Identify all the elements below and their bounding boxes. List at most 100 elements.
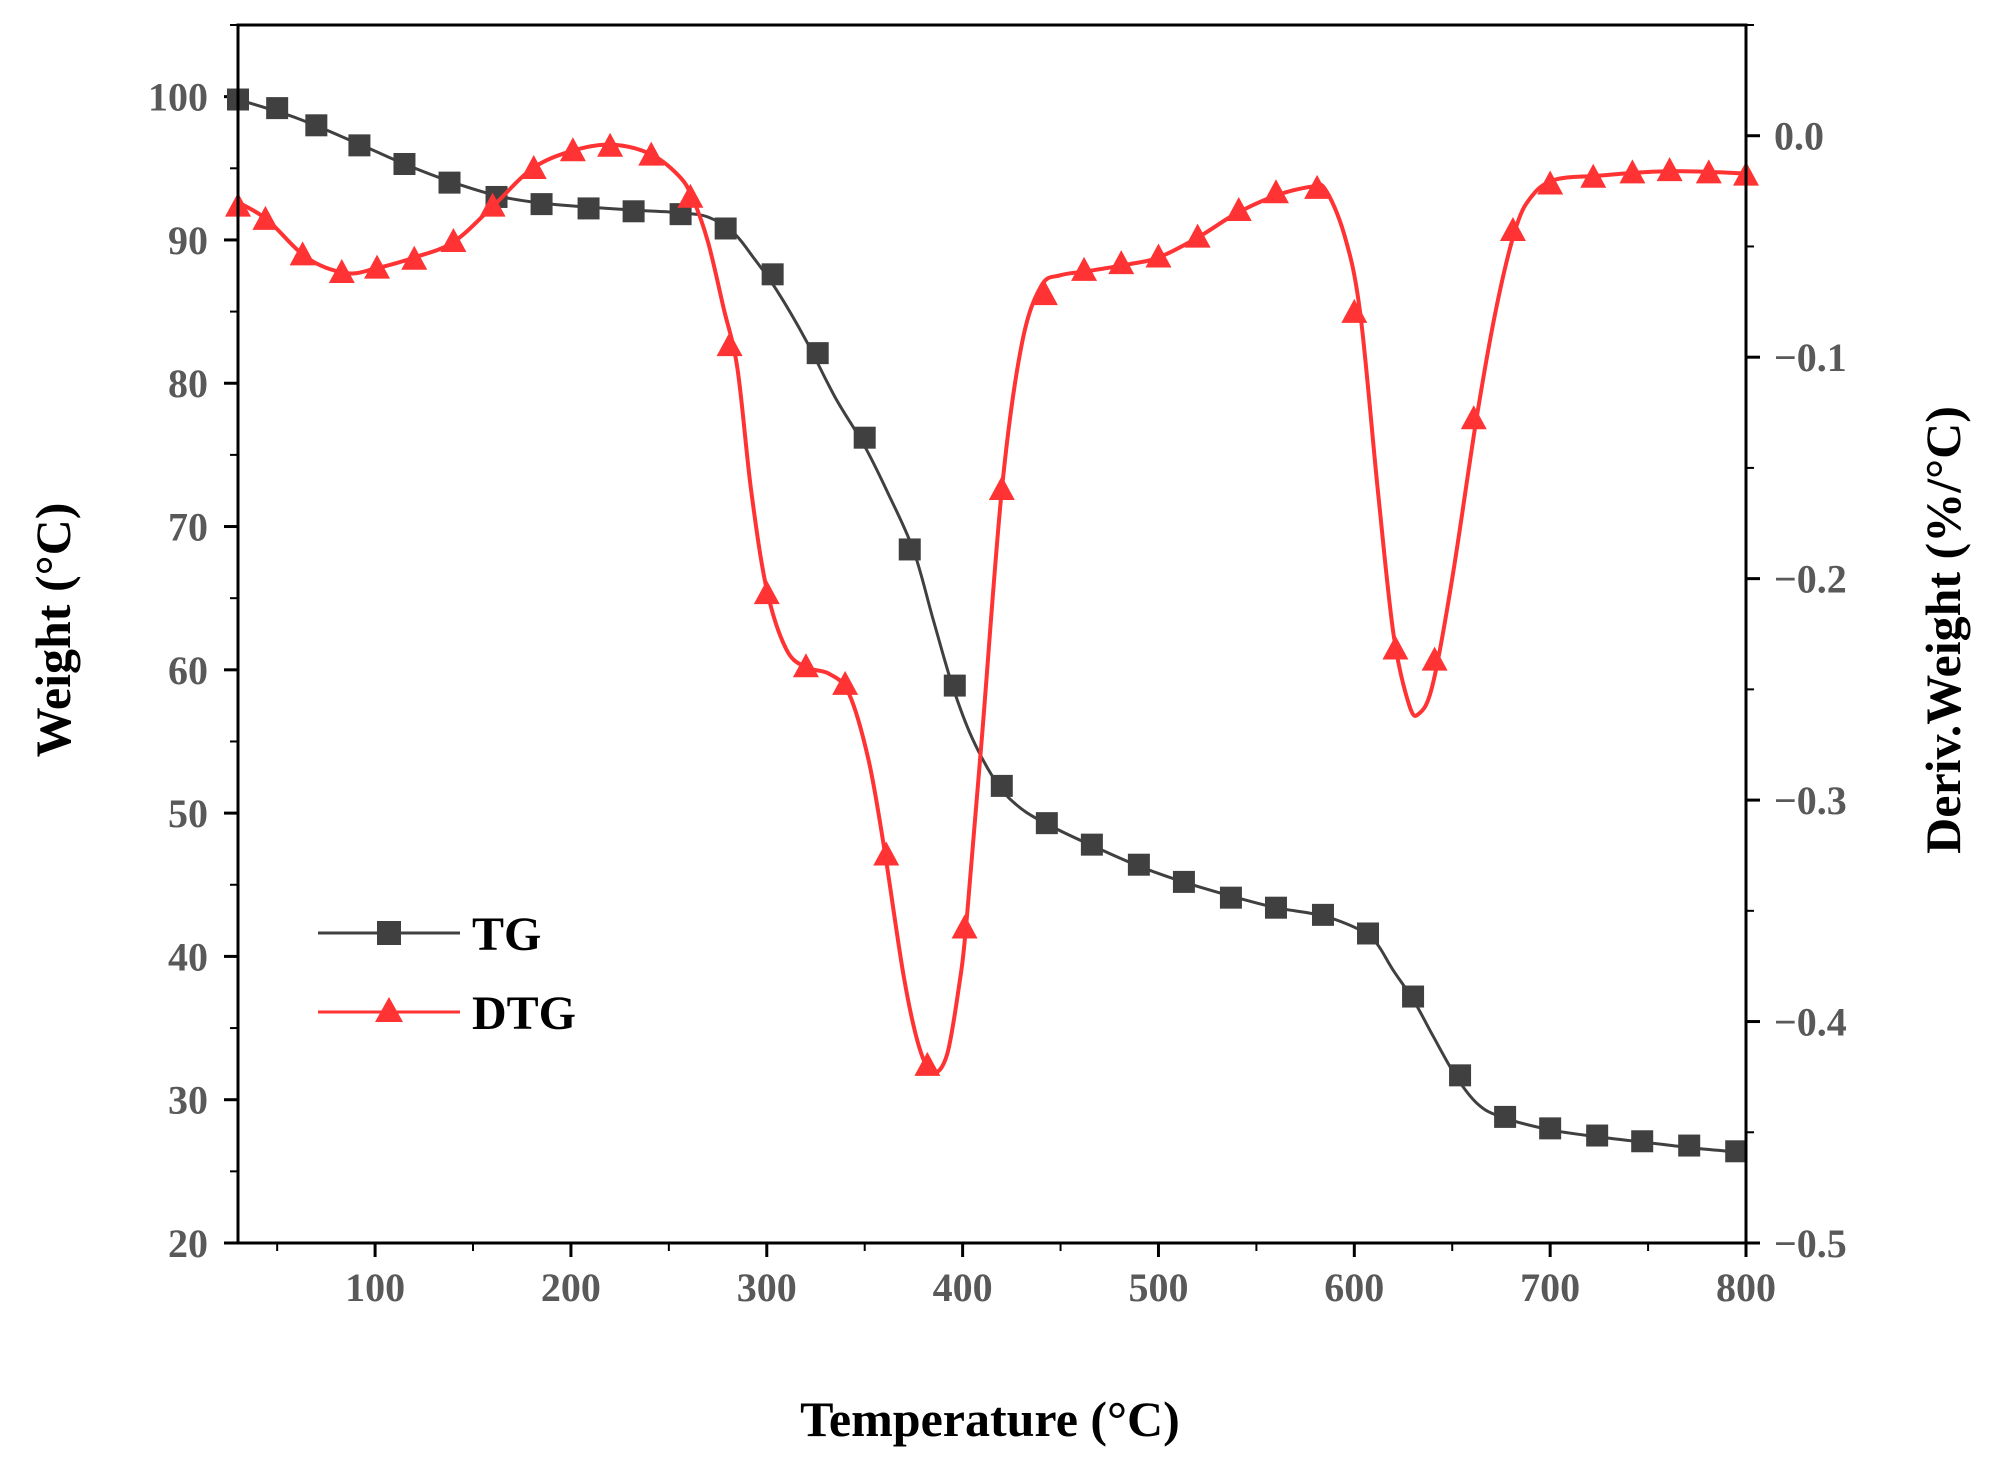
dtg-point bbox=[1262, 179, 1289, 204]
dtg-point bbox=[1225, 197, 1252, 222]
dtg-point bbox=[252, 205, 279, 230]
x-tick-label: 800 bbox=[1716, 1265, 1776, 1310]
dtg-point bbox=[1421, 646, 1448, 671]
dtg-point bbox=[401, 245, 428, 270]
tg-point bbox=[1678, 1134, 1701, 1157]
dtg-point bbox=[364, 254, 391, 279]
x-tick-label: 500 bbox=[1128, 1265, 1188, 1310]
left-y-tick-label: 20 bbox=[168, 1221, 208, 1266]
tg-point bbox=[669, 203, 692, 226]
right-y-tick-label: −0.2 bbox=[1774, 557, 1847, 602]
left-y-tick-label: 40 bbox=[168, 934, 208, 979]
dtg-point bbox=[1031, 281, 1058, 306]
dtg-point bbox=[1537, 170, 1564, 195]
dtg-point bbox=[1619, 159, 1646, 184]
dtg-point bbox=[716, 332, 743, 357]
right-y-tick-label: −0.3 bbox=[1774, 778, 1847, 823]
right-y-axis: −0.5 −0.4 −0.3 −0.2 −0.1 0.0 bbox=[1746, 24, 1847, 1266]
tg-point bbox=[761, 263, 784, 286]
tg-point bbox=[1127, 853, 1150, 876]
x-tick-label: 400 bbox=[933, 1265, 993, 1310]
dtg-point bbox=[1341, 298, 1368, 323]
dtg-line bbox=[236, 142, 1747, 1075]
tg-point bbox=[1035, 812, 1058, 835]
x-tick-label: 100 bbox=[345, 1265, 405, 1310]
left-y-tick-label: 60 bbox=[168, 648, 208, 693]
x-tick-label: 300 bbox=[737, 1265, 797, 1310]
tg-point bbox=[393, 152, 416, 175]
tg-point bbox=[898, 538, 921, 561]
tg-point bbox=[806, 342, 829, 365]
right-y-tick-label: −0.5 bbox=[1774, 1221, 1847, 1266]
tg-point bbox=[438, 171, 461, 194]
left-y-axis: 20 30 40 50 60 70 80 90 100 bbox=[148, 24, 238, 1266]
tg-point bbox=[622, 200, 645, 223]
x-tick-label: 600 bbox=[1324, 1265, 1384, 1310]
dtg-point bbox=[914, 1051, 941, 1076]
tg-point bbox=[577, 197, 600, 220]
left-y-axis-title: Weight (°C) bbox=[25, 503, 81, 758]
dtg-point bbox=[1695, 159, 1722, 184]
plot-frame bbox=[236, 23, 1748, 1245]
tg-point bbox=[1725, 1140, 1748, 1163]
tg-point bbox=[1264, 896, 1287, 919]
x-tick-label: 200 bbox=[541, 1265, 601, 1310]
left-y-tick-label: 90 bbox=[168, 218, 208, 263]
dtg-point bbox=[597, 132, 624, 157]
tg-point bbox=[1631, 1130, 1654, 1153]
tg-point bbox=[1402, 985, 1425, 1008]
left-y-tick-label: 80 bbox=[168, 361, 208, 406]
dtg-point bbox=[1184, 223, 1211, 248]
dtg-point bbox=[677, 183, 704, 208]
dtg-point bbox=[1580, 163, 1607, 188]
dtg-point bbox=[1108, 250, 1135, 275]
dtg-point bbox=[1499, 216, 1526, 241]
tg-series bbox=[227, 88, 1748, 1163]
dtg-point bbox=[559, 137, 586, 162]
legend-tg-marker bbox=[377, 921, 401, 945]
tg-point bbox=[1311, 903, 1334, 926]
left-y-tick-label: 30 bbox=[168, 1078, 208, 1123]
legend-tg-label: TG bbox=[472, 908, 541, 961]
dtg-point bbox=[832, 670, 859, 695]
legend-dtg-label: DTG bbox=[472, 987, 576, 1040]
dtg-series bbox=[225, 132, 1759, 1076]
dtg-point bbox=[440, 228, 467, 253]
tg-point bbox=[1449, 1064, 1472, 1087]
tg-point bbox=[1357, 922, 1380, 945]
dtg-point bbox=[1382, 635, 1409, 660]
tg-point bbox=[348, 134, 371, 157]
legend-dtg-marker bbox=[375, 997, 403, 1022]
dtg-point bbox=[1071, 256, 1098, 281]
tg-point bbox=[1494, 1105, 1517, 1128]
x-axis: 100 200 300 400 500 600 700 800 bbox=[276, 1243, 1776, 1310]
dtg-point bbox=[479, 192, 506, 217]
right-y-tick-label: 0.0 bbox=[1774, 114, 1824, 159]
tg-point bbox=[1080, 833, 1103, 856]
right-y-tick-label: −0.4 bbox=[1774, 1000, 1847, 1045]
dtg-point bbox=[520, 154, 547, 179]
dtg-point bbox=[328, 259, 355, 284]
dtg-point bbox=[792, 653, 819, 678]
tg-point bbox=[1586, 1124, 1609, 1147]
dtg-point bbox=[753, 580, 780, 605]
left-y-tick-label: 70 bbox=[168, 505, 208, 550]
dtg-point bbox=[1145, 243, 1172, 268]
right-y-axis-title: Deriv.Weight (%/°C) bbox=[1915, 406, 1971, 854]
legend: TG DTG bbox=[318, 908, 576, 1040]
dtg-point bbox=[1460, 405, 1487, 430]
right-y-tick-label: −0.1 bbox=[1774, 335, 1847, 380]
dtg-point bbox=[988, 476, 1015, 501]
dtg-point bbox=[873, 841, 900, 866]
tg-point bbox=[853, 426, 876, 449]
dtg-point bbox=[951, 914, 978, 939]
series-layer bbox=[225, 88, 1759, 1163]
tg-point bbox=[305, 114, 328, 137]
left-y-tick-label: 50 bbox=[168, 791, 208, 836]
tg-point bbox=[943, 674, 966, 697]
tg-point bbox=[530, 193, 553, 216]
dtg-point bbox=[289, 241, 316, 266]
tg-point bbox=[1219, 886, 1242, 909]
tg-point bbox=[1172, 870, 1195, 893]
dtg-point bbox=[1304, 174, 1331, 199]
